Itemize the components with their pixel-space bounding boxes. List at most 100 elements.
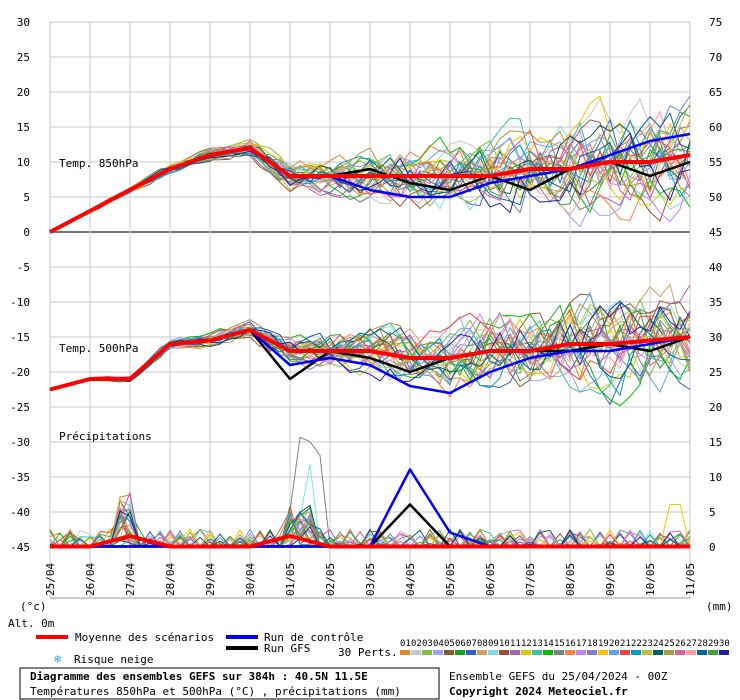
right-tick-label: 50 bbox=[709, 191, 722, 204]
pert-swatch bbox=[411, 650, 421, 655]
pert-number: 30 bbox=[719, 639, 730, 649]
pert-number: 10 bbox=[499, 639, 510, 649]
pert-swatch bbox=[686, 650, 696, 655]
pert-swatch bbox=[653, 650, 663, 655]
right-tick-label: 25 bbox=[709, 366, 722, 379]
pert-swatch bbox=[719, 650, 729, 655]
pert-number: 27 bbox=[686, 639, 697, 649]
legend-control-label: Run de contrôle bbox=[264, 631, 363, 644]
right-tick-label: 45 bbox=[709, 226, 722, 239]
grid bbox=[49, 21, 691, 599]
pert-swatch bbox=[532, 650, 542, 655]
legend: Moyenne des scénarios Run de contrôle Ru… bbox=[36, 631, 730, 666]
pert-swatch bbox=[433, 650, 443, 655]
pert-number: 14 bbox=[543, 639, 554, 649]
pert-swatch bbox=[675, 650, 685, 655]
pert-number: 19 bbox=[598, 639, 609, 649]
left-tick-label: -40 bbox=[10, 506, 30, 519]
right-unit: (mm) bbox=[706, 600, 733, 613]
x-tick-label: 02/05 bbox=[324, 563, 337, 596]
right-tick-label: 70 bbox=[709, 51, 722, 64]
pert-swatch bbox=[642, 650, 652, 655]
right-tick-label: 55 bbox=[709, 156, 722, 169]
pert-swatch bbox=[576, 650, 586, 655]
pert-number: 18 bbox=[587, 639, 598, 649]
pert-number: 11 bbox=[510, 639, 521, 649]
pert-number: 12 bbox=[521, 639, 532, 649]
legend-snow-label: Risque neige bbox=[74, 653, 153, 666]
pert-swatch bbox=[444, 650, 454, 655]
pert-number: 15 bbox=[554, 639, 565, 649]
pert-number: 07 bbox=[466, 639, 477, 649]
x-tick-label: 09/05 bbox=[604, 563, 617, 596]
x-tick-label: 10/05 bbox=[644, 563, 657, 596]
left-tick-label: 25 bbox=[17, 51, 30, 64]
pert-number: 17 bbox=[576, 639, 587, 649]
pert-number: 08 bbox=[477, 639, 488, 649]
pert-swatch bbox=[488, 650, 498, 655]
x-tick-label: 05/05 bbox=[444, 563, 457, 596]
pert-swatch bbox=[708, 650, 718, 655]
pert-swatch bbox=[543, 650, 553, 655]
pert-number: 24 bbox=[653, 639, 664, 649]
pert-swatch bbox=[554, 650, 564, 655]
pert-number: 05 bbox=[444, 639, 455, 649]
series-t500-mean bbox=[49, 328, 691, 392]
panel-label-t850: Temp. 850hPa bbox=[59, 157, 138, 170]
left-tick-label: 5 bbox=[23, 191, 30, 204]
right-tick-label: 0 bbox=[709, 541, 716, 554]
left-tick-label: -15 bbox=[10, 331, 30, 344]
pert-number: 28 bbox=[697, 639, 708, 649]
footer-title: Diagramme des ensembles GEFS sur 384h : … bbox=[30, 670, 368, 683]
x-tick-label: 06/05 bbox=[484, 563, 497, 596]
left-tick-label: 0 bbox=[23, 226, 30, 239]
pert-swatch bbox=[521, 650, 531, 655]
x-tick-label: 29/04 bbox=[204, 563, 217, 596]
axis-labels: 302520151050-5-10-15-20-25-30-35-40-4575… bbox=[10, 16, 722, 596]
left-tick-label: 10 bbox=[17, 156, 30, 169]
pert-number: 04 bbox=[433, 639, 444, 649]
x-tick-label: 28/04 bbox=[164, 563, 177, 596]
pert-swatch bbox=[631, 650, 641, 655]
panel-label-precip: Précipitations bbox=[59, 430, 152, 443]
pert-number: 03 bbox=[422, 639, 433, 649]
right-tick-label: 10 bbox=[709, 471, 722, 484]
left-tick-label: 30 bbox=[17, 16, 30, 29]
right-tick-label: 15 bbox=[709, 436, 722, 449]
x-tick-label: 26/04 bbox=[84, 563, 97, 596]
x-tick-label: 08/05 bbox=[564, 563, 577, 596]
left-tick-label: 15 bbox=[17, 121, 30, 134]
series-precip-mean bbox=[50, 534, 690, 549]
pert-swatch bbox=[587, 650, 597, 655]
x-tick-label: 25/04 bbox=[44, 563, 57, 596]
alt-label: Alt. 0m bbox=[8, 617, 55, 630]
x-tick-label: 03/05 bbox=[364, 563, 377, 596]
perturbation-legend: 01 02 03 04 05 06 07 08 09 10 11 12 13 14 15 16 17 18 19 20… bbox=[400, 639, 730, 655]
legend-mean-label: Moyenne des scénarios bbox=[75, 631, 214, 644]
left-tick-label: -30 bbox=[10, 436, 30, 449]
legend-gfs-label: Run GFS bbox=[264, 642, 310, 655]
left-tick-label: -10 bbox=[10, 296, 30, 309]
x-tick-label: 04/05 bbox=[404, 563, 417, 596]
left-tick-label: -35 bbox=[10, 471, 30, 484]
left-tick-label: -20 bbox=[10, 366, 30, 379]
left-tick-label: -45 bbox=[10, 541, 30, 554]
legend-perts-label: 30 Perts. bbox=[338, 646, 398, 659]
pert-number: 20 bbox=[609, 639, 620, 649]
pert-swatch bbox=[422, 650, 432, 655]
pert-swatch bbox=[565, 650, 575, 655]
x-tick-label: 11/05 bbox=[684, 563, 697, 596]
pert-number: 29 bbox=[708, 639, 719, 649]
x-tick-label: 30/04 bbox=[244, 563, 257, 596]
pert-number: 01 bbox=[400, 639, 411, 649]
left-tick-label: -5 bbox=[17, 261, 30, 274]
series-t850-mean bbox=[49, 146, 691, 234]
footer-copyright: Copyright 2024 Meteociel.fr bbox=[449, 685, 628, 698]
left-unit: (°c) bbox=[20, 600, 47, 613]
left-tick-label: -25 bbox=[10, 401, 30, 414]
pert-number: 22 bbox=[631, 639, 642, 649]
right-tick-label: 65 bbox=[709, 86, 722, 99]
pert-number: 23 bbox=[642, 639, 653, 649]
pert-number: 02 bbox=[411, 639, 422, 649]
